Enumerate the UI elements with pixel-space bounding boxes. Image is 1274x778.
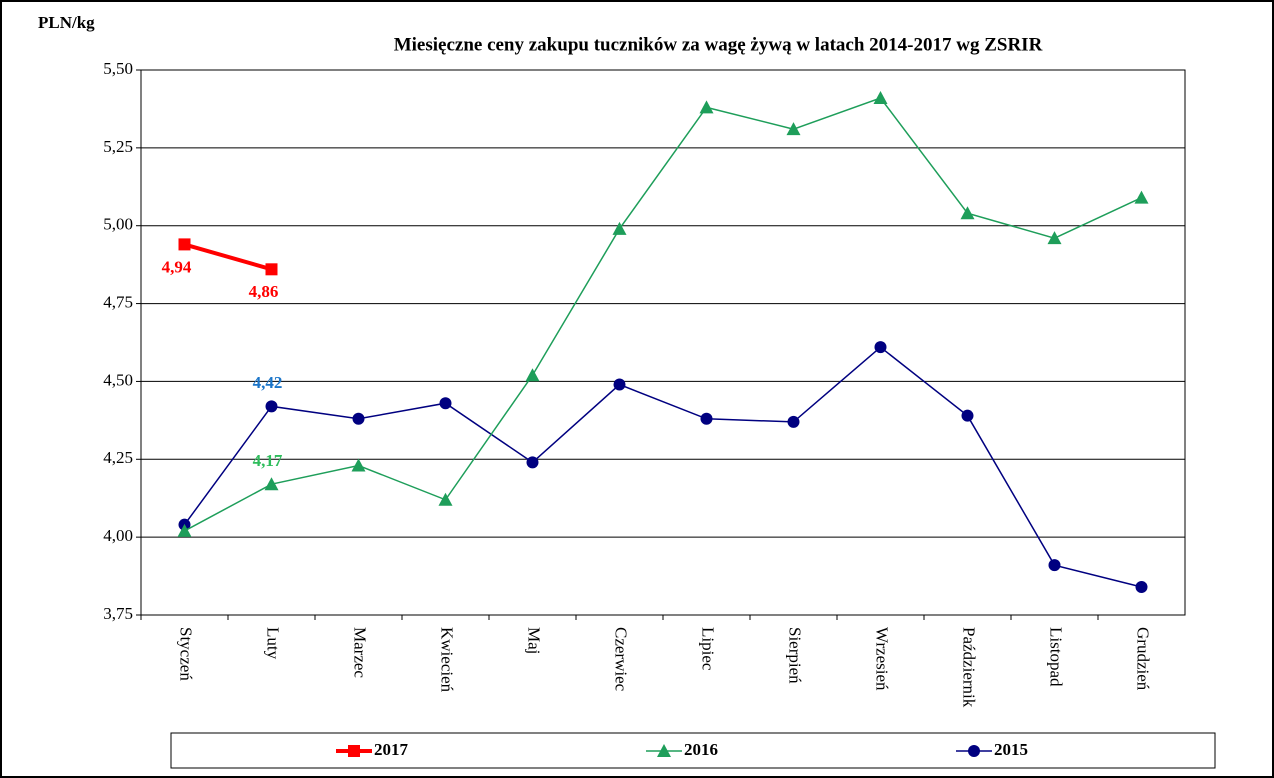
- y-tick-label: 5,25: [103, 137, 133, 156]
- data-label: 4,86: [249, 282, 279, 301]
- x-tick-label: Styczeń: [177, 627, 196, 681]
- point: [178, 238, 191, 251]
- legend-label: 2017: [374, 740, 409, 759]
- point: [960, 206, 975, 220]
- x-tick-label: Wrzesień: [873, 627, 892, 691]
- series-line: [183, 242, 273, 272]
- point: [351, 458, 366, 472]
- x-tick-label: Grudzień: [1134, 627, 1153, 691]
- x-tick-label: Listopad: [1047, 627, 1066, 687]
- point: [438, 492, 453, 506]
- y-tick-label: 3,75: [103, 604, 133, 623]
- point: [177, 523, 192, 537]
- point: [961, 409, 974, 422]
- point: [1048, 559, 1061, 572]
- point: [264, 477, 279, 491]
- series-line: [183, 346, 1142, 588]
- point: [874, 341, 887, 354]
- y-tick-label: 5,00: [103, 215, 133, 234]
- y-tick-label: 4,00: [103, 526, 133, 545]
- y-tick-label: 4,50: [103, 370, 133, 389]
- y-tick-label: 5,50: [103, 59, 133, 78]
- point: [1047, 231, 1062, 245]
- legend-marker: [657, 744, 671, 757]
- x-tick-label: Lipiec: [699, 627, 718, 671]
- point: [1135, 580, 1148, 593]
- point: [526, 456, 539, 469]
- point: [525, 368, 540, 382]
- x-tick-label: Sierpień: [786, 627, 805, 684]
- point: [699, 100, 714, 114]
- point: [265, 263, 278, 276]
- y-axis-label: PLN/kg: [38, 13, 95, 32]
- legend-label: 2015: [994, 740, 1028, 759]
- point: [787, 415, 800, 428]
- series-line: [184, 97, 1142, 532]
- y-tick-label: 4,75: [103, 292, 133, 311]
- y-tick-label: 4,25: [103, 448, 133, 467]
- x-tick-label: Luty: [264, 627, 283, 660]
- data-label: 4,42: [253, 373, 283, 392]
- chart-title: Miesięczne ceny zakupu tuczników za wagę…: [394, 34, 1043, 55]
- point: [1134, 190, 1149, 204]
- x-tick-label: Czerwiec: [612, 627, 631, 692]
- legend-label: 2016: [684, 740, 718, 759]
- point: [786, 122, 801, 136]
- data-label: 4,94: [162, 257, 192, 276]
- point: [265, 400, 278, 413]
- point: [613, 378, 626, 391]
- x-tick-label: Kwiecień: [438, 627, 457, 693]
- point: [873, 91, 888, 105]
- x-tick-label: Marzec: [351, 627, 370, 678]
- point: [439, 397, 452, 410]
- legend-marker: [348, 745, 360, 757]
- x-tick-label: Maj: [525, 627, 544, 654]
- x-tick-label: Październik: [960, 627, 979, 708]
- data-label: 4,17: [253, 451, 283, 470]
- point: [612, 221, 627, 235]
- point: [700, 412, 713, 425]
- point: [352, 412, 365, 425]
- legend-marker: [968, 745, 980, 757]
